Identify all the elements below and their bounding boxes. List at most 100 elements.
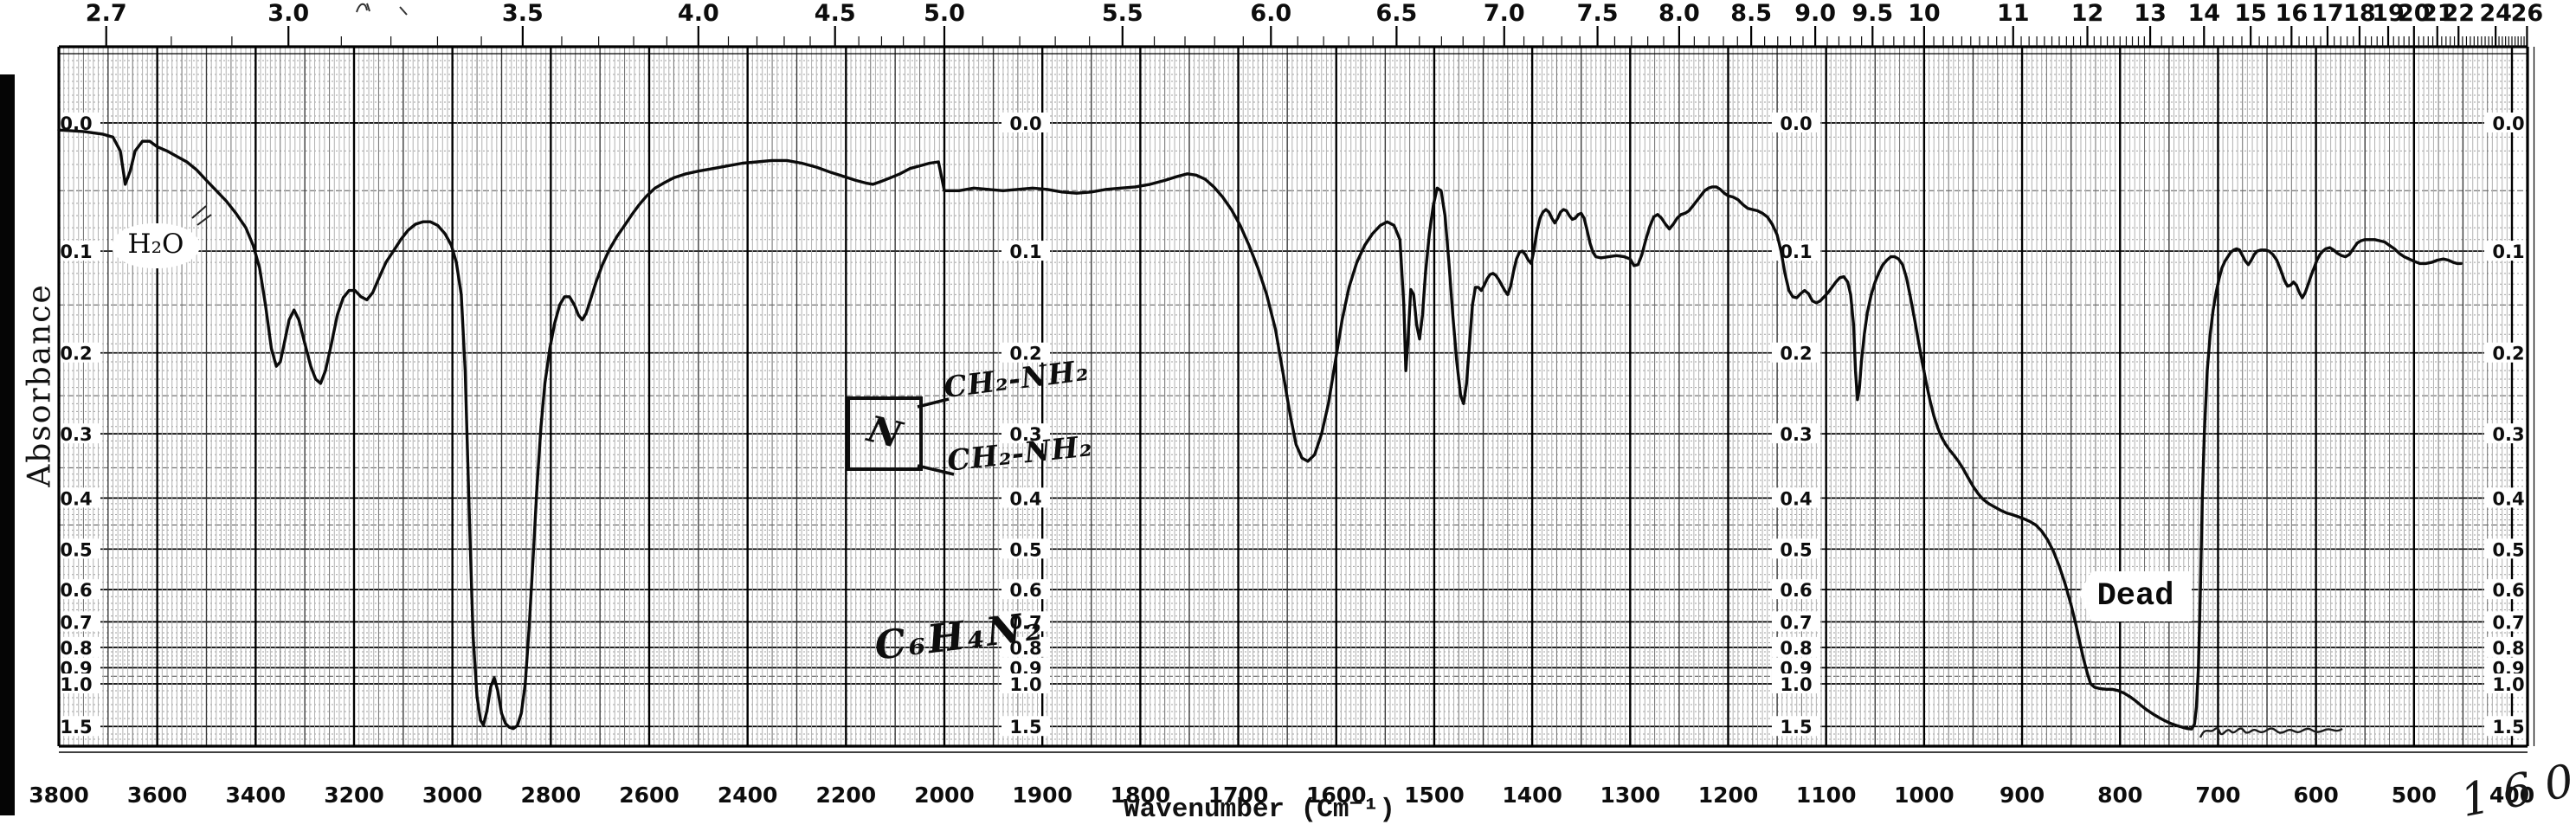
top-axis-labels: 2.7 3.0 3.5 4.0 4.5 5.0 5.5 6.0 6.5 7.0 7.5 8.0 8.5 9…	[86, 0, 2543, 27]
svg-text:1.5: 1.5	[2492, 717, 2524, 738]
svg-text:800: 800	[2097, 783, 2142, 808]
svg-text:1200: 1200	[1698, 783, 1759, 808]
h2o-annotation: H₂O	[112, 223, 200, 268]
stray-pen-mark	[356, 3, 408, 16]
svg-text:0.7: 0.7	[60, 612, 92, 633]
svg-text:0.6: 0.6	[1009, 580, 1041, 601]
svg-text:21: 21	[2421, 0, 2454, 27]
svg-text:0.6: 0.6	[1780, 580, 1812, 601]
svg-text:4.0: 4.0	[678, 0, 719, 27]
svg-text:0.1: 0.1	[1780, 242, 1812, 262]
svg-text:3200: 3200	[324, 783, 384, 808]
pen-marks	[191, 3, 2343, 738]
svg-text:0.0: 0.0	[1009, 113, 1041, 134]
svg-text:22: 22	[2442, 0, 2475, 27]
svg-text:1400: 1400	[1502, 783, 1562, 808]
svg-text:26: 26	[2511, 0, 2544, 27]
dead-label: Dead	[2079, 571, 2192, 622]
svg-text:0.7: 0.7	[1780, 612, 1812, 633]
svg-text:16: 16	[2276, 0, 2309, 27]
svg-text:15: 15	[2234, 0, 2267, 27]
y-axis-label-columns: 0.00.10.20.30.40.50.60.70.80.91.01.50.00…	[52, 113, 2533, 738]
scanner-edge-shadow	[0, 74, 15, 815]
svg-text:3.5: 3.5	[502, 0, 544, 27]
svg-text:0.6: 0.6	[60, 580, 92, 601]
svg-text:2000: 2000	[914, 783, 975, 808]
svg-text:1900: 1900	[1012, 783, 1072, 808]
ring-letter-text: N	[863, 407, 906, 457]
ir-absorbance-trace	[57, 128, 2463, 731]
svg-text:1000: 1000	[1894, 783, 1955, 808]
horizontal-gridlines	[59, 60, 2528, 740]
dead-text: Dead	[2096, 578, 2174, 615]
svg-text:0.5: 0.5	[2492, 539, 2524, 560]
svg-text:0.4: 0.4	[2492, 488, 2524, 509]
svg-text:1500: 1500	[1404, 783, 1465, 808]
plot-frame	[57, 45, 2535, 753]
svg-text:0.5: 0.5	[60, 539, 92, 560]
svg-text:13: 13	[2134, 0, 2167, 27]
svg-text:600: 600	[2294, 783, 2339, 808]
svg-text:900: 900	[2000, 783, 2045, 808]
ring-structure-annotation: N	[847, 396, 923, 471]
svg-text:2400: 2400	[718, 783, 778, 808]
svg-text:1100: 1100	[1796, 783, 1857, 808]
svg-text:14: 14	[2187, 0, 2220, 27]
h2o-text: H₂O	[127, 229, 184, 260]
spectrum-curve	[57, 128, 2463, 731]
svg-text:17: 17	[2311, 0, 2344, 27]
svg-text:6.0: 6.0	[1250, 0, 1291, 27]
svg-text:24: 24	[2479, 0, 2512, 27]
svg-text:1300: 1300	[1600, 783, 1661, 808]
svg-text:0.1: 0.1	[1009, 242, 1041, 262]
svg-text:0.0: 0.0	[2492, 113, 2524, 134]
svg-text:0.2: 0.2	[1009, 344, 1041, 364]
svg-text:0.2: 0.2	[1780, 344, 1812, 364]
svg-text:400: 400	[2489, 783, 2534, 808]
svg-text:1700: 1700	[1208, 783, 1269, 808]
svg-text:500: 500	[2392, 783, 2437, 808]
svg-text:11: 11	[1997, 0, 2030, 27]
svg-text:2800: 2800	[521, 783, 582, 808]
y-axis-title: Absorbance	[22, 283, 58, 487]
svg-text:0.8: 0.8	[2492, 638, 2524, 659]
svg-text:0.2: 0.2	[60, 344, 92, 364]
svg-text:0.4: 0.4	[60, 488, 92, 509]
svg-text:6.5: 6.5	[1375, 0, 1417, 27]
vertical-gridlines	[57, 47, 2514, 746]
svg-text:9.5: 9.5	[1852, 0, 1893, 27]
svg-text:19: 19	[2372, 0, 2405, 27]
svg-text:0.0: 0.0	[1780, 113, 1812, 134]
svg-text:10: 10	[1908, 0, 1941, 27]
svg-text:18: 18	[2343, 0, 2376, 27]
svg-text:1.0: 1.0	[2492, 674, 2524, 695]
svg-text:2600: 2600	[619, 783, 679, 808]
svg-text:3000: 3000	[422, 783, 483, 808]
svg-text:0.5: 0.5	[1780, 539, 1812, 560]
svg-text:0.3: 0.3	[1009, 424, 1041, 445]
svg-text:1.5: 1.5	[1780, 717, 1812, 738]
svg-text:7.5: 7.5	[1577, 0, 1619, 27]
svg-text:0.3: 0.3	[1780, 424, 1812, 445]
svg-text:1.5: 1.5	[60, 717, 92, 738]
svg-text:1.0: 1.0	[1780, 674, 1812, 695]
svg-text:2200: 2200	[816, 783, 877, 808]
svg-text:9.0: 9.0	[1794, 0, 1836, 27]
svg-text:0.7: 0.7	[1009, 612, 1041, 633]
svg-text:3.0: 3.0	[267, 0, 309, 27]
svg-text:0.8: 0.8	[60, 638, 92, 659]
svg-text:0.8: 0.8	[1780, 638, 1812, 659]
svg-text:0.3: 0.3	[60, 424, 92, 445]
svg-text:0.7: 0.7	[2492, 612, 2524, 633]
svg-text:7.0: 7.0	[1484, 0, 1525, 27]
svg-text:5.0: 5.0	[924, 0, 965, 27]
svg-text:0.8: 0.8	[1009, 638, 1041, 659]
svg-text:1800: 1800	[1111, 783, 1171, 808]
svg-text:4.5: 4.5	[815, 0, 856, 27]
svg-text:8.5: 8.5	[1730, 0, 1772, 27]
svg-text:700: 700	[2195, 783, 2240, 808]
svg-text:0.4: 0.4	[1780, 488, 1812, 509]
svg-text:1600: 1600	[1306, 783, 1367, 808]
svg-text:0.4: 0.4	[1009, 488, 1041, 509]
